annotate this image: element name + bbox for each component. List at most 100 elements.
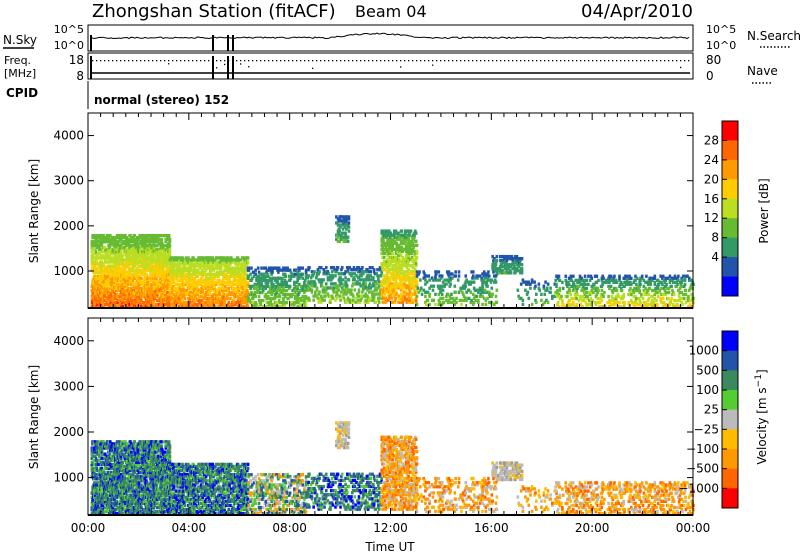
power-cell [270,266,273,270]
power-cell [274,292,278,297]
power-cell [293,290,297,295]
power-cell [99,240,103,244]
power-cell [172,276,175,280]
power-cell [172,284,175,289]
nave-dot [628,60,630,62]
nave-dot [640,60,642,62]
power-cell [385,278,389,282]
power-cell [170,280,173,284]
power-cell [199,282,203,287]
power-cell [306,282,310,286]
power-cell [168,252,172,256]
power-cell [100,274,104,278]
power-cell [306,284,310,288]
power-cell [534,284,537,288]
power-cell [386,237,389,241]
power-cell [387,233,390,237]
power-cell [163,288,167,293]
power-cell [149,260,152,264]
power-cell [109,252,113,256]
power-cell [132,276,136,280]
power-cell [557,274,561,278]
power-cell [342,217,346,221]
power-cell [154,240,157,244]
power-cell [556,301,560,305]
power-cell [116,254,120,258]
power-cell [91,290,94,295]
nave-dot [300,60,302,62]
power-cell [113,246,116,250]
power-cell [217,280,221,284]
power-cell [277,305,280,309]
power-cell [108,278,111,282]
power-cell [120,233,124,238]
power-cell [254,294,257,299]
power-cell [340,235,344,239]
power-cell [109,233,112,238]
power-cell [212,292,215,297]
power-cell [324,288,328,292]
power-cell [381,243,384,247]
power-cell [464,274,468,278]
power-cell [109,260,113,264]
power-cell [343,221,347,225]
power-cell [388,280,392,284]
power-cell [96,284,100,289]
power-cell [177,270,180,274]
power-cell [282,292,285,297]
power-cell [168,276,172,280]
power-cell [221,280,225,284]
power-cell [162,294,166,299]
nave-dot [216,60,218,62]
power-cell [98,303,101,307]
nave-dot [240,63,242,65]
power-cell [297,292,300,297]
power-cell [414,239,418,243]
power-cell [182,286,185,291]
power-cell [223,274,226,278]
power-cell [93,286,97,291]
power-cell [102,233,105,238]
power-cell [128,262,131,266]
power-cell [155,252,158,256]
power-cell [145,233,149,238]
power-cell [145,298,149,303]
power-cell [280,305,284,309]
power-cell [484,302,488,307]
power-cell [98,240,101,244]
nave-dot [96,60,98,62]
power-cell [125,286,129,291]
power-cell [188,272,192,276]
power-cell [159,266,163,270]
power-cell [177,301,181,305]
power-cell [246,276,250,280]
power-cell [125,254,129,258]
power-cell [119,250,123,254]
power-cell [232,290,236,295]
power-cell [382,290,385,294]
power-cell [368,290,372,294]
power-cell [140,290,144,295]
power-cell [173,296,177,301]
power-cell [200,286,204,291]
power-cell [185,274,189,278]
nave-dot [216,67,218,69]
power-cell [217,274,221,278]
power-cell [127,274,131,278]
power-cell [293,280,296,284]
power-cell [137,286,141,291]
power-cell [156,260,159,264]
power-cell [414,231,418,235]
power-cell [250,290,253,295]
power-cell [224,292,228,297]
power-cell [194,264,198,268]
power-cell [100,250,104,254]
power-cell [145,260,149,264]
power-cell [192,296,195,301]
power-cell [339,282,342,286]
power-cell [145,301,149,305]
power-cell [382,247,385,252]
power-cell [275,276,278,280]
power-cell [389,231,393,235]
power-cell [115,233,119,238]
